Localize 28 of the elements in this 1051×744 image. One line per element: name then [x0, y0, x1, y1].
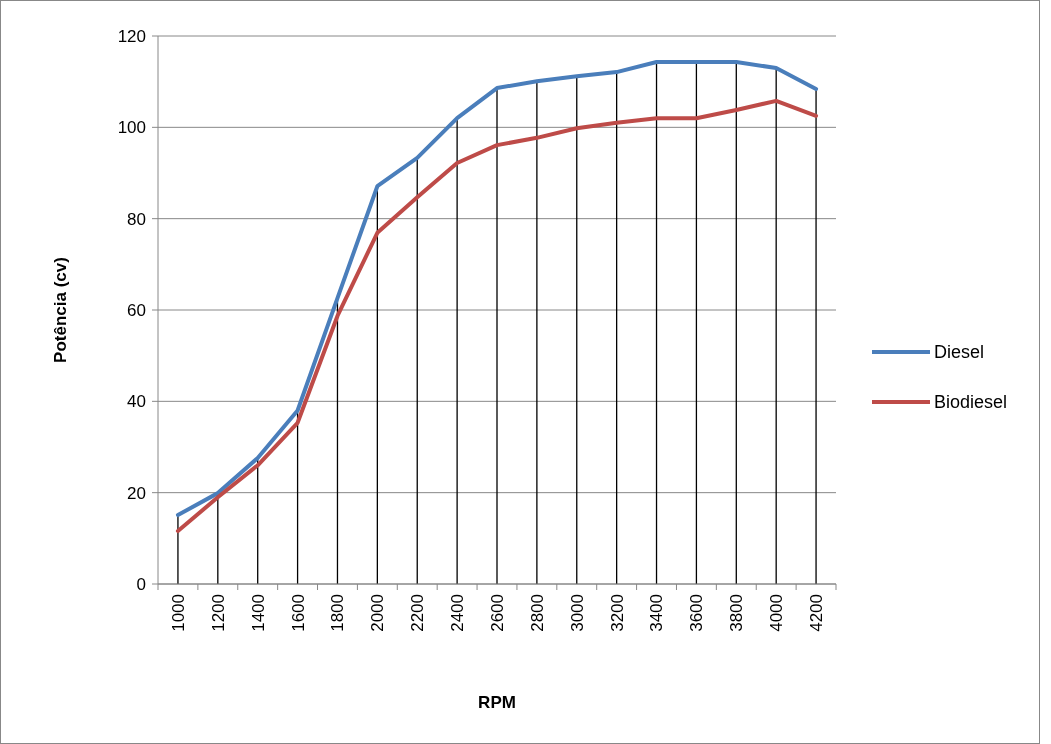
x-tick-label: 2200 [408, 594, 428, 632]
x-tick-label: 1200 [208, 594, 228, 632]
x-tick-label: 3400 [647, 594, 667, 632]
x-tick-label: 2000 [368, 594, 388, 632]
x-tick-label: 1800 [328, 594, 348, 632]
y-axis-title: Potência (cv) [51, 257, 70, 363]
y-tick-label: 0 [136, 574, 146, 594]
y-tick-label: 40 [127, 392, 146, 412]
legend-label: Biodiesel [934, 392, 1008, 413]
legend-label: Diesel [934, 342, 985, 363]
x-tick-label: 3200 [607, 594, 627, 632]
x-tick-label: 4200 [807, 594, 827, 632]
x-tick-label: 2600 [487, 594, 507, 632]
y-tick-label: 100 [117, 118, 146, 138]
x-tick-label: 1600 [288, 594, 308, 632]
y-tick-label: 20 [127, 483, 146, 503]
x-tick-label: 3800 [727, 594, 747, 632]
x-tick-label: 3000 [567, 594, 587, 632]
x-tick-label: 3600 [687, 594, 707, 632]
x-tick-label: 2800 [527, 594, 547, 632]
y-tick-label: 120 [117, 26, 146, 46]
x-tick-label: 1000 [168, 594, 188, 632]
x-tick-label: 1400 [248, 594, 268, 632]
x-axis-title: RPM [478, 693, 516, 712]
x-tick-label: 4000 [767, 594, 787, 632]
y-tick-label: 60 [127, 300, 146, 320]
y-tick-label: 80 [127, 209, 146, 229]
x-tick-label: 2400 [448, 594, 468, 632]
